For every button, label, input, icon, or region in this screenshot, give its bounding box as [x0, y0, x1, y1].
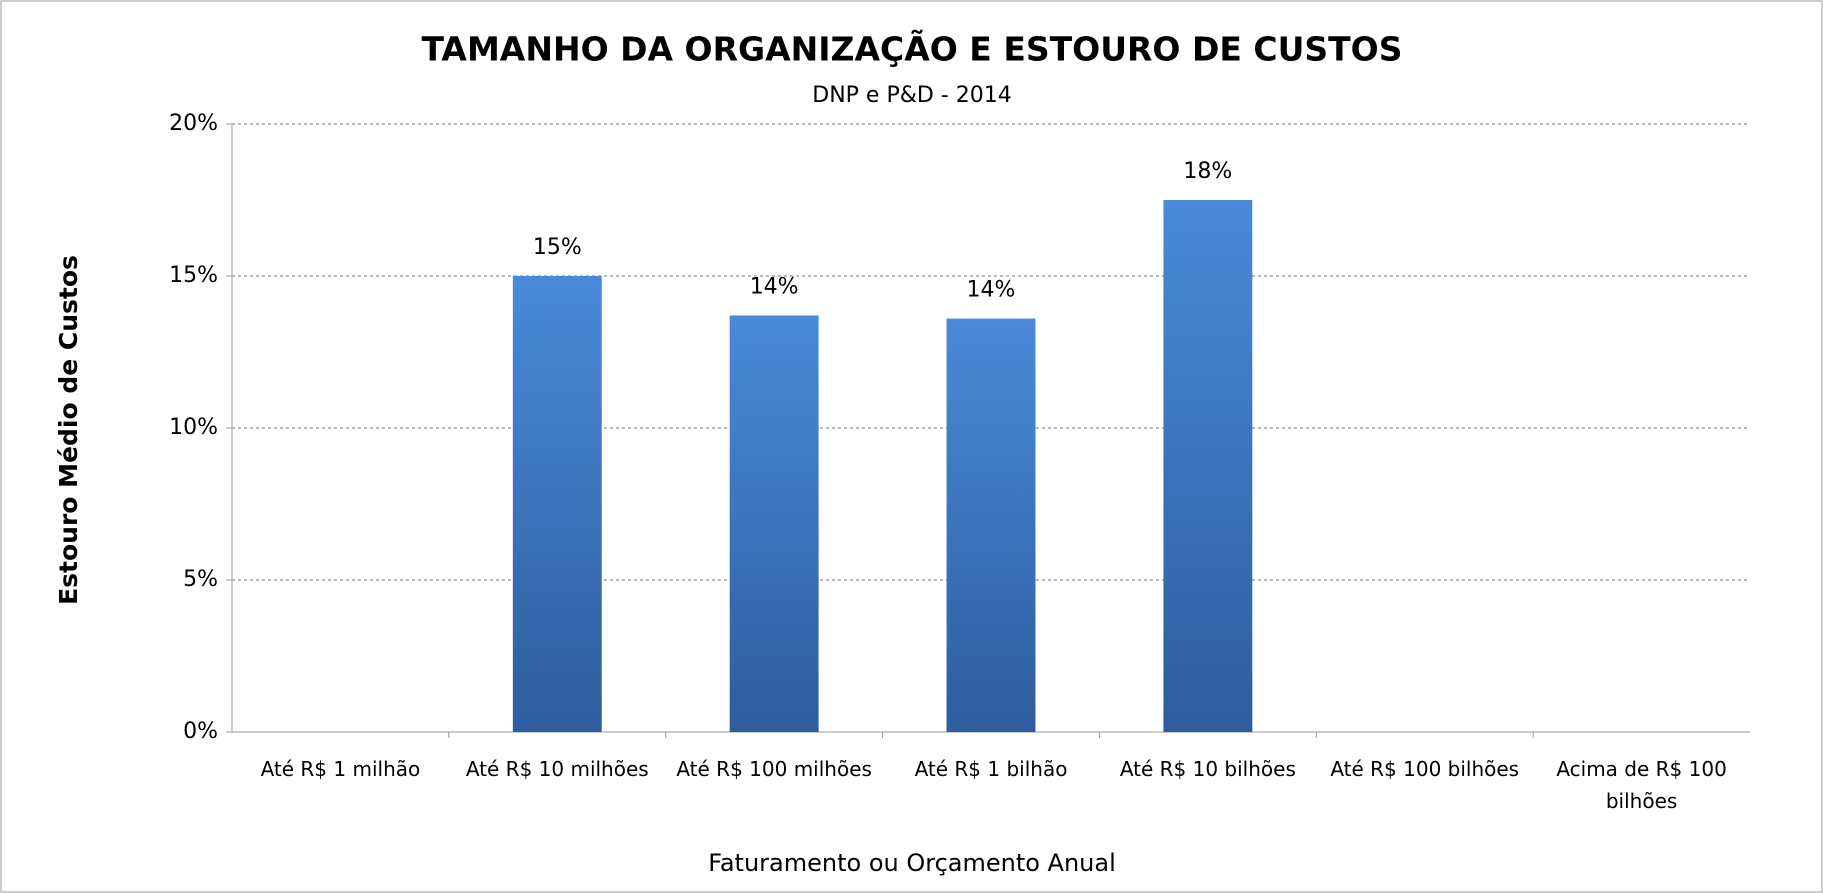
chart-title: TAMANHO DA ORGANIZAÇÃO E ESTOURO DE CUST…	[421, 29, 1402, 69]
x-tick-label: Até R$ 1 milhão	[261, 757, 421, 781]
y-tick-label: 20%	[169, 111, 218, 136]
x-tick-label: Até R$ 100 milhões	[676, 757, 872, 781]
data-label: 14%	[967, 278, 1016, 303]
bar	[946, 318, 1036, 732]
bar	[512, 276, 602, 732]
bar	[1163, 200, 1253, 732]
y-tick-label: 5%	[183, 567, 218, 592]
x-tick-label: Até R$ 10 milhões	[466, 757, 649, 781]
y-tick-label: 10%	[169, 415, 218, 440]
data-label: 14%	[750, 275, 799, 300]
data-label: 15%	[533, 235, 582, 260]
y-tick-label: 15%	[169, 263, 218, 288]
x-axis-title: Faturamento ou Orçamento Anual	[708, 849, 1116, 877]
chart-subtitle: DNP e P&D - 2014	[812, 83, 1011, 108]
bar	[729, 315, 819, 732]
x-tick-label: Até R$ 10 bilhões	[1120, 757, 1296, 781]
x-tick-label: Acima de R$ 100 bilhões	[1556, 757, 1727, 813]
x-tick-label: Até R$ 1 bilhão	[915, 757, 1068, 781]
y-tick-label: 0%	[183, 719, 218, 744]
y-axis-title: Estouro Médio de Custos	[54, 255, 83, 605]
data-label: 18%	[1183, 159, 1232, 184]
x-tick-label: Até R$ 100 bilhões	[1330, 757, 1519, 781]
